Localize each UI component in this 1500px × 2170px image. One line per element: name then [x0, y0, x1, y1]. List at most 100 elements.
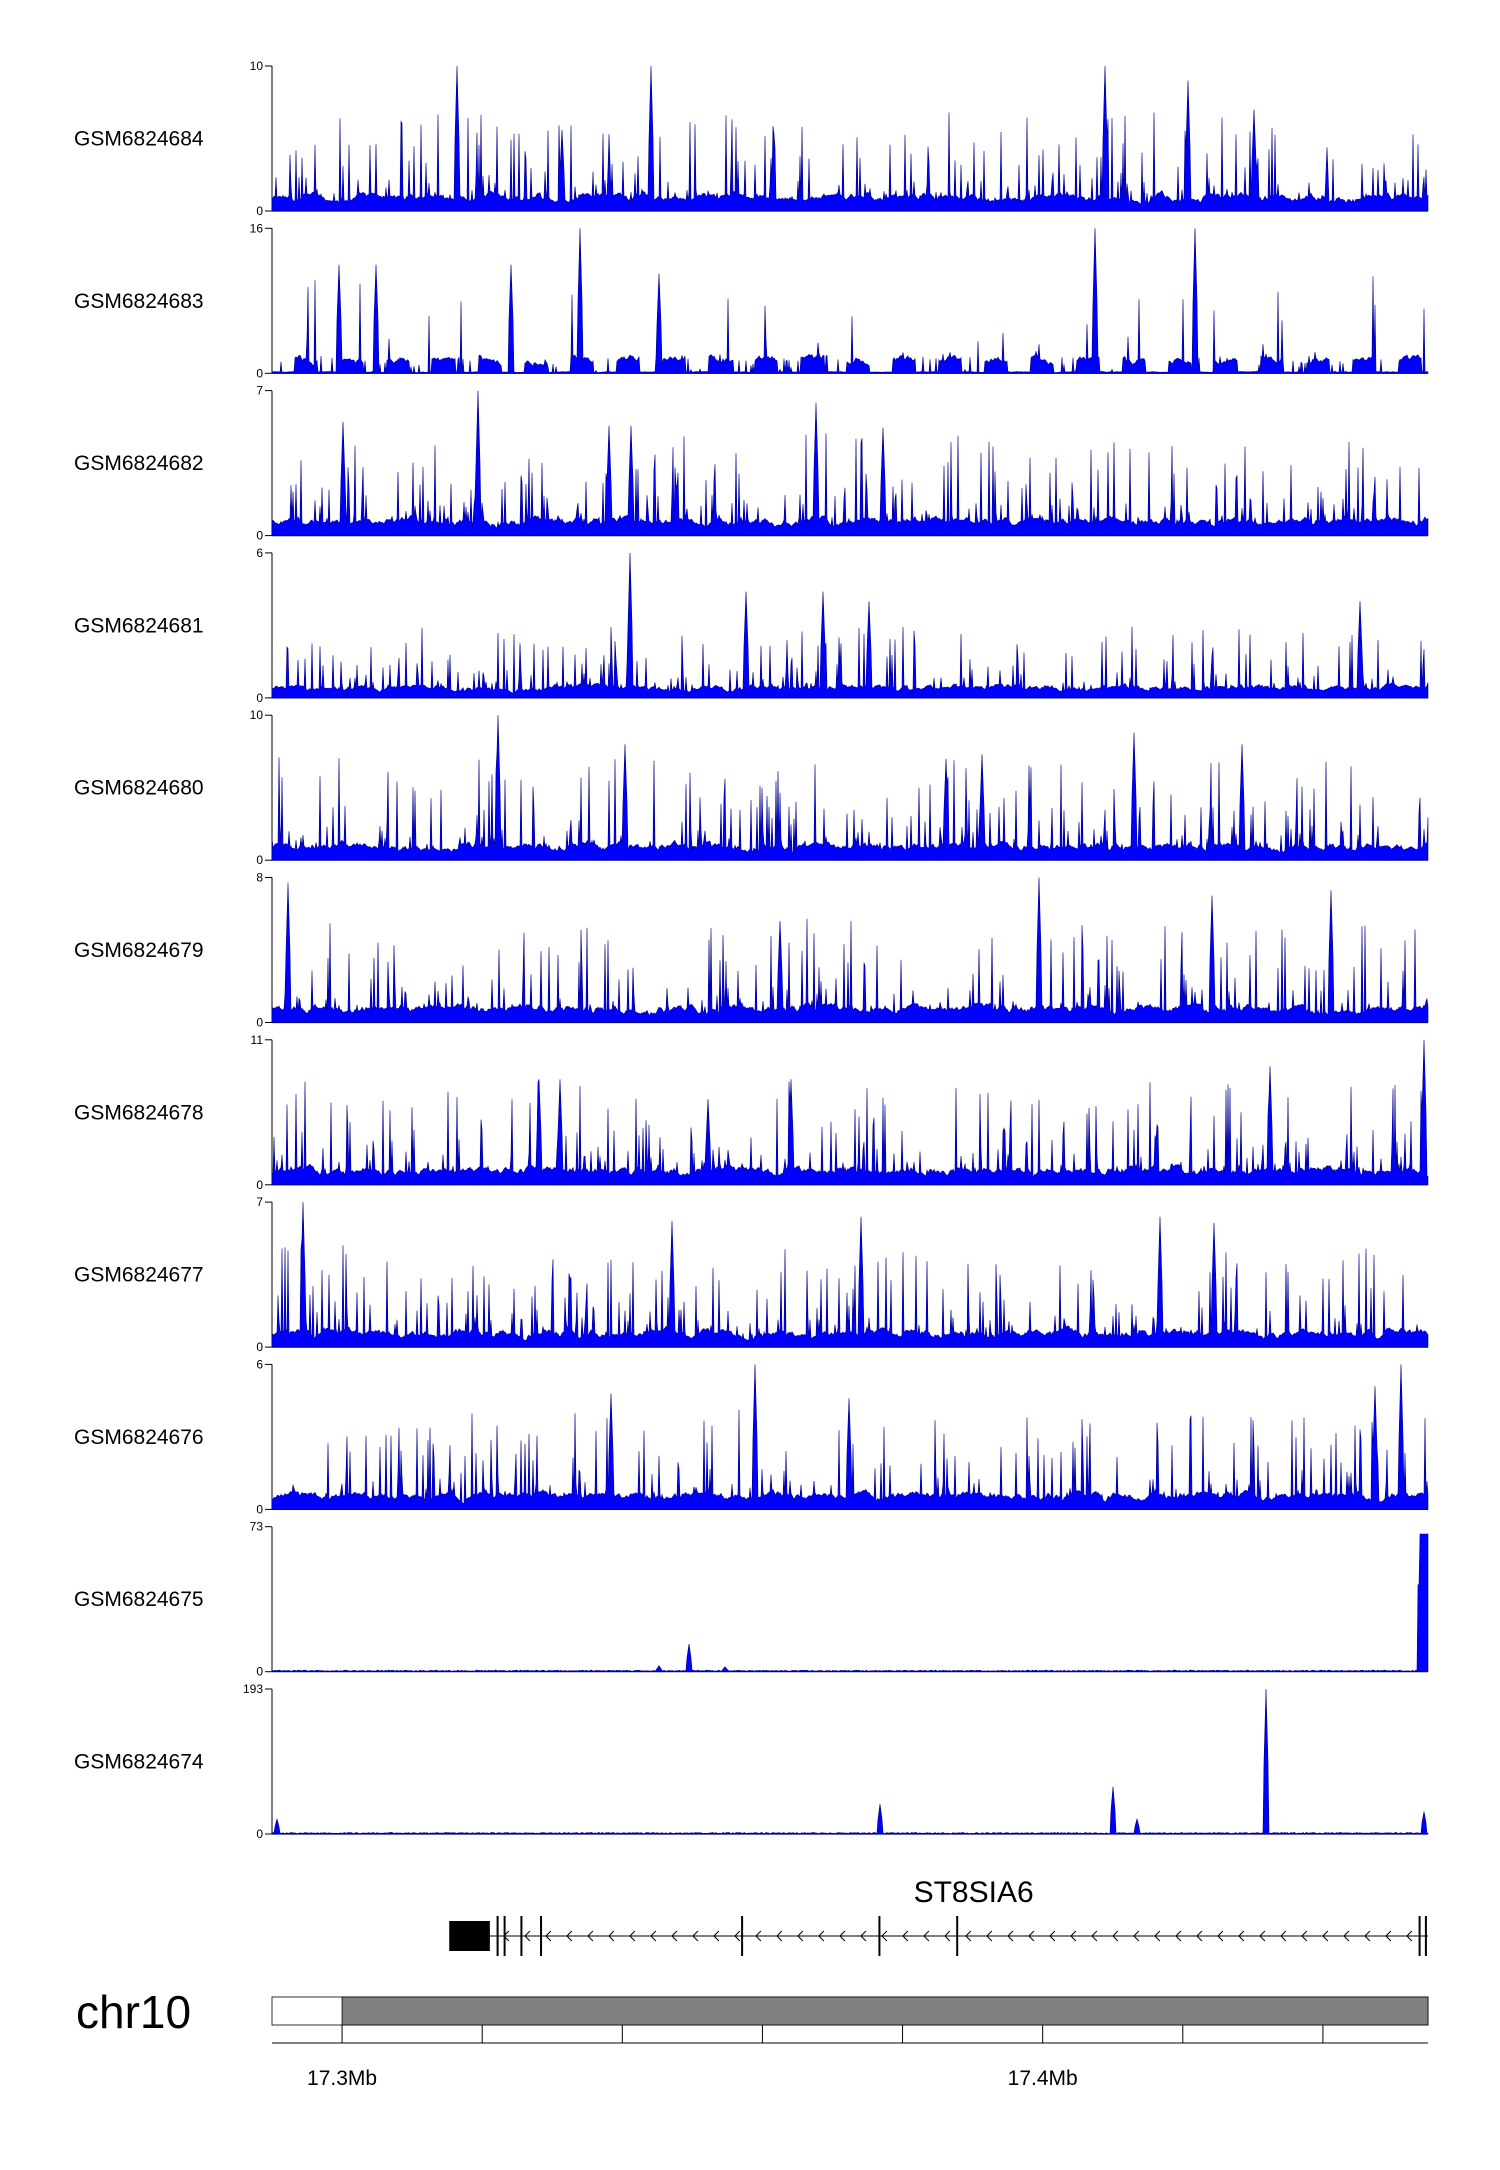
strand-arrow	[1406, 1930, 1413, 1942]
strand-arrow	[1154, 1930, 1161, 1942]
track-gsm6824683: GSM6824683 16 0	[74, 221, 1429, 380]
strand-arrow	[839, 1930, 846, 1942]
track-label: GSM6824681	[74, 614, 204, 637]
strand-arrow	[1343, 1930, 1350, 1942]
strand-arrow	[566, 1930, 573, 1942]
strand-arrow	[818, 1930, 825, 1942]
strand-arrow	[1133, 1930, 1140, 1942]
signal-area	[271, 1533, 1429, 1672]
y-min-label: 0	[256, 1340, 263, 1354]
y-min-label: 0	[256, 529, 263, 543]
track-gsm6824676: GSM6824676 6 0	[74, 1357, 1429, 1516]
strand-arrow	[1280, 1930, 1287, 1942]
signal-area	[271, 877, 1429, 1023]
strand-arrow	[923, 1930, 930, 1942]
signal-area	[271, 715, 1429, 861]
strand-arrow	[1364, 1930, 1371, 1942]
chromosome-name: chr10	[76, 1986, 191, 2038]
strand-arrow	[965, 1930, 972, 1942]
strand-arrow	[671, 1930, 678, 1942]
chromosome-track: chr10 17.3Mb 17.4Mb	[76, 1986, 1429, 2090]
track-label: GSM6824675	[74, 1588, 204, 1611]
track-gsm6824680: GSM6824680 10 0	[74, 708, 1429, 867]
strand-arrow	[692, 1930, 699, 1942]
x-tick-label: 17.3Mb	[307, 2067, 377, 2090]
y-min-label: 0	[256, 1502, 263, 1516]
signal-area	[271, 1039, 1429, 1186]
y-min-label: 0	[256, 1016, 263, 1030]
signal-area	[271, 390, 1429, 536]
strand-arrow	[1028, 1930, 1035, 1942]
strand-arrow	[755, 1930, 762, 1942]
y-min-label: 0	[256, 366, 263, 380]
signal-area	[271, 65, 1429, 212]
track-gsm6824682: GSM6824682 7 0	[74, 384, 1429, 543]
y-max-label: 16	[250, 221, 264, 235]
strand-arrow	[1322, 1930, 1329, 1942]
strand-arrow	[713, 1930, 720, 1942]
track-label: GSM6824684	[74, 128, 204, 151]
y-max-label: 7	[256, 1195, 263, 1209]
strand-arrow	[545, 1930, 552, 1942]
track-label: GSM6824682	[74, 452, 204, 475]
track-label: GSM6824677	[74, 1264, 204, 1287]
y-max-label: 7	[256, 384, 263, 398]
y-min-label: 0	[256, 1665, 263, 1679]
y-max-label: 73	[250, 1520, 264, 1534]
track-gsm6824684: GSM6824684 10 0	[74, 59, 1429, 218]
y-max-label: 6	[256, 546, 263, 560]
strand-arrow	[1217, 1930, 1224, 1942]
y-min-label: 0	[256, 1178, 263, 1192]
y-max-label: 8	[256, 871, 263, 885]
track-label: GSM6824676	[74, 1426, 204, 1449]
strand-arrow	[797, 1930, 804, 1942]
track-label: GSM6824674	[74, 1751, 204, 1774]
y-max-label: 10	[250, 708, 264, 722]
track-label: GSM6824680	[74, 777, 204, 800]
strand-arrow	[1007, 1930, 1014, 1942]
strand-arrow	[1238, 1930, 1245, 1942]
strand-arrow	[524, 1930, 531, 1942]
track-gsm6824677: GSM6824677 7 0	[74, 1195, 1429, 1354]
strand-arrow	[1112, 1930, 1119, 1942]
strand-arrow	[1091, 1930, 1098, 1942]
y-max-label: 10	[250, 59, 264, 73]
strand-arrow	[944, 1930, 951, 1942]
strand-arrow	[1049, 1930, 1056, 1942]
strand-arrow	[1070, 1930, 1077, 1942]
strand-arrow	[734, 1930, 741, 1942]
track-label: GSM6824678	[74, 1101, 204, 1124]
strand-arrow	[608, 1930, 615, 1942]
track-label: GSM6824683	[74, 290, 204, 313]
strand-arrow	[1301, 1930, 1308, 1942]
strand-arrow	[776, 1930, 783, 1942]
track-label: GSM6824679	[74, 939, 204, 962]
strand-arrow	[860, 1930, 867, 1942]
gene-name: ST8SIA6	[914, 1876, 1034, 1909]
strand-arrow	[1175, 1930, 1182, 1942]
strand-arrow	[650, 1930, 657, 1942]
ideogram-band	[341, 1996, 1429, 2026]
signal-area	[271, 228, 1429, 374]
strand-arrow	[881, 1930, 888, 1942]
strand-arrow	[629, 1930, 636, 1942]
track-gsm6824675: GSM6824675 73 0	[74, 1520, 1429, 1679]
strand-arrow	[1259, 1930, 1266, 1942]
strand-arrow	[986, 1930, 993, 1942]
signal-area	[271, 1202, 1429, 1348]
y-min-label: 0	[256, 853, 263, 867]
gene-thick-block	[449, 1921, 490, 1951]
strand-arrow	[587, 1930, 594, 1942]
signal-area	[271, 1364, 1429, 1510]
y-max-label: 11	[251, 1033, 264, 1047]
y-max-label: 6	[256, 1357, 263, 1371]
track-gsm6824681: GSM6824681 6 0	[74, 546, 1429, 705]
signal-area	[271, 552, 1429, 699]
track-gsm6824674: GSM6824674 193 0	[74, 1682, 1429, 1841]
track-gsm6824679: GSM6824679 8 0	[74, 871, 1429, 1030]
strand-arrow	[902, 1930, 909, 1942]
y-max-label: 193	[243, 1682, 263, 1696]
y-min-label: 0	[256, 691, 263, 705]
y-min-label: 0	[256, 204, 263, 218]
